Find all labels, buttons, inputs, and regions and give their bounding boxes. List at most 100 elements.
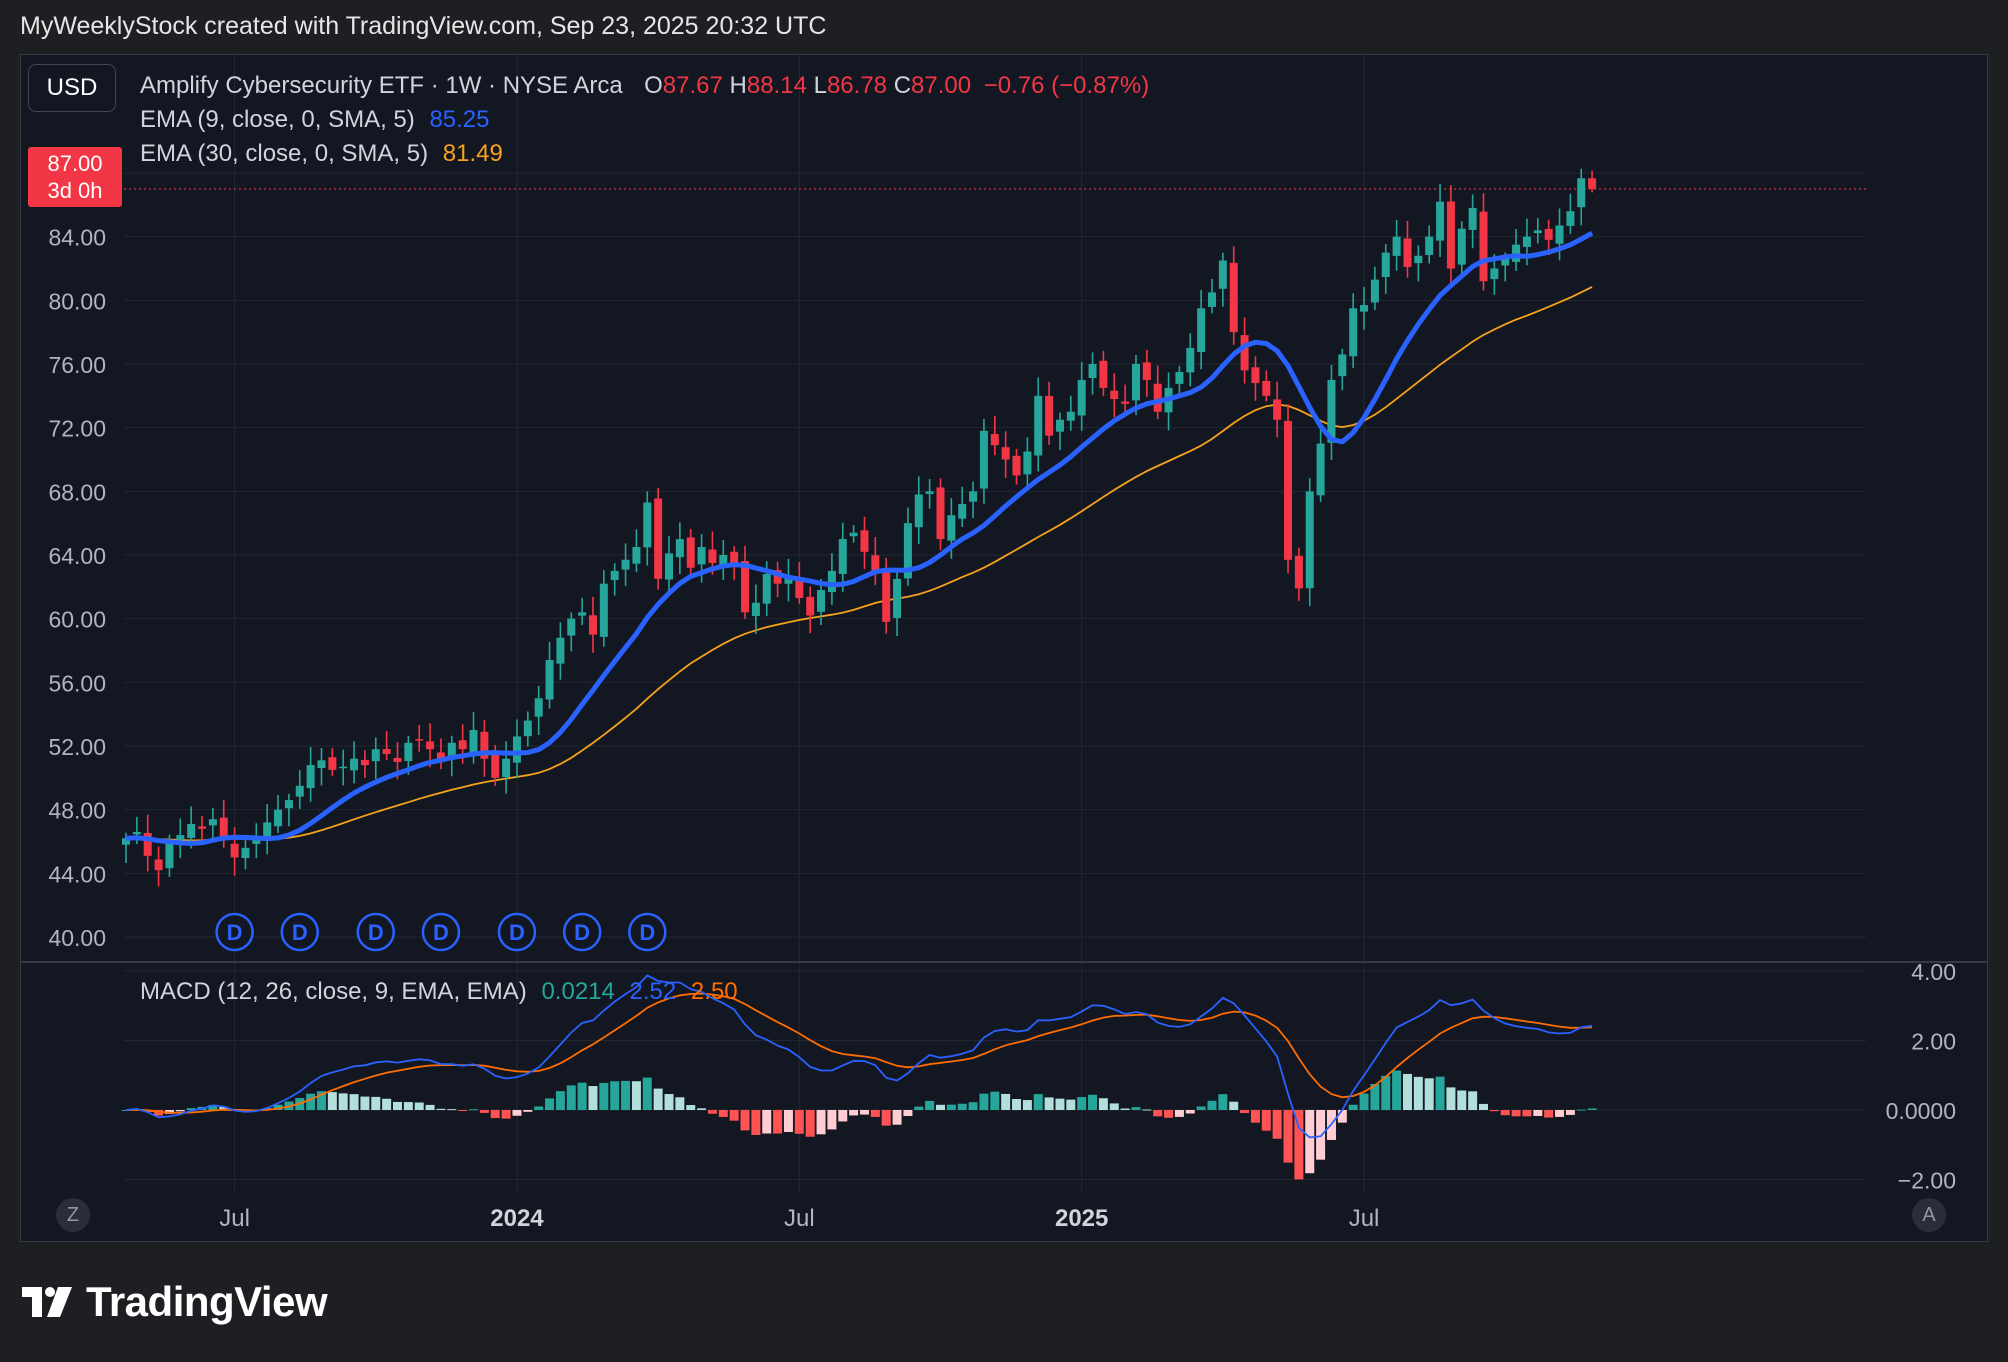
candle-body xyxy=(914,494,923,528)
macd-histogram-bar xyxy=(968,1102,978,1110)
candle-body xyxy=(426,741,435,750)
candle xyxy=(1370,266,1379,311)
macd-histogram-bar xyxy=(523,1110,533,1112)
candle-body xyxy=(1316,443,1325,496)
macd-histogram-bar xyxy=(892,1110,902,1125)
candle-body xyxy=(925,491,934,494)
macd-histogram-bar xyxy=(1337,1110,1347,1123)
candle xyxy=(1425,225,1434,264)
candle-body xyxy=(817,590,826,612)
candle xyxy=(1077,361,1086,431)
candle xyxy=(588,596,597,653)
macd-histogram-bar xyxy=(534,1106,544,1110)
auto-scale-button[interactable]: A xyxy=(1912,1198,1946,1232)
macd-histogram-bar xyxy=(642,1077,652,1110)
candle xyxy=(1403,220,1412,278)
chart-panel[interactable] xyxy=(20,54,1988,1242)
dividend-marker-label: D xyxy=(368,920,384,945)
macd-histogram-bar xyxy=(512,1110,522,1116)
candle-body xyxy=(415,739,424,741)
candle xyxy=(578,597,587,626)
tradingview-logo-text: TradingView xyxy=(86,1278,328,1325)
candle-body xyxy=(165,843,174,869)
candle-body xyxy=(1457,228,1466,265)
candle xyxy=(1284,404,1293,574)
candle xyxy=(1121,384,1130,415)
macd-histogram-bar xyxy=(740,1110,750,1131)
candle-body xyxy=(838,539,847,575)
candle xyxy=(1088,352,1097,395)
dividend-marker: D xyxy=(628,912,667,952)
candle xyxy=(860,516,869,570)
candle-body xyxy=(1034,395,1043,456)
macd-histogram-bar xyxy=(707,1110,717,1114)
candle-body xyxy=(263,822,272,838)
candle-body xyxy=(382,749,391,754)
candle-body xyxy=(1392,236,1401,256)
legend-close: 87.00 xyxy=(911,72,972,99)
candle-body xyxy=(806,596,815,616)
candle-body xyxy=(1544,228,1553,240)
candle-body xyxy=(241,847,250,859)
candle-body xyxy=(610,570,619,581)
candle xyxy=(1392,219,1401,271)
candle xyxy=(1457,221,1466,275)
currency-button[interactable]: USD xyxy=(28,64,116,112)
macd-histogram-bar xyxy=(925,1100,935,1110)
candle-body xyxy=(1273,399,1282,420)
macd-histogram-bar xyxy=(936,1104,945,1110)
candle-body xyxy=(654,498,663,579)
price-axis-label: 76.00 xyxy=(48,352,106,378)
candle-body xyxy=(122,838,130,845)
candle-body xyxy=(1414,255,1423,264)
candle xyxy=(176,818,185,859)
candle xyxy=(480,720,489,777)
candle xyxy=(1414,245,1423,282)
candle-body xyxy=(1110,390,1119,400)
macd-histogram-bar xyxy=(1555,1110,1565,1117)
macd-histogram-bar xyxy=(1392,1070,1402,1110)
macd-histogram-bar xyxy=(881,1110,891,1126)
dividend-marker-circle xyxy=(280,912,320,952)
dividend-marker: D xyxy=(562,912,602,952)
price-axis-label: 68.00 xyxy=(48,479,106,505)
macd-histogram-bar xyxy=(729,1110,739,1121)
candle xyxy=(936,478,945,551)
candle-body xyxy=(860,530,869,552)
candle-body xyxy=(849,532,858,537)
candle-body xyxy=(491,754,500,778)
zoom-reset-button[interactable]: Z xyxy=(56,1198,90,1232)
macd-histogram-bar xyxy=(1446,1087,1456,1110)
macd-histogram-bar xyxy=(957,1103,967,1110)
macd-histogram-bar xyxy=(1511,1110,1521,1117)
candle-body xyxy=(1479,211,1488,282)
candle xyxy=(827,553,836,605)
macd-histogram-bar xyxy=(1413,1076,1423,1110)
chart-canvas[interactable]: 40.00 44.00 48.00 52.00 56.00 60.00 64.00 68.00… xyxy=(20,54,1988,1242)
macd-histogram-bar xyxy=(545,1098,555,1110)
candle-body xyxy=(556,637,565,664)
candle-body xyxy=(1501,258,1510,266)
macd-histogram-bar xyxy=(621,1080,631,1110)
macd-histogram-bar xyxy=(1088,1094,1098,1110)
macd-histogram-bar xyxy=(577,1082,587,1110)
macd-histogram-bar xyxy=(1142,1109,1152,1111)
candle xyxy=(1175,365,1184,396)
candle-body xyxy=(697,547,706,565)
last-price: 87.00 xyxy=(47,151,103,176)
candle xyxy=(1131,355,1140,416)
candle xyxy=(339,749,348,786)
candle-body xyxy=(1131,364,1140,401)
macd-histogram-bar xyxy=(393,1101,402,1110)
candle-body xyxy=(274,809,283,827)
candle-body xyxy=(176,835,185,840)
candle-body xyxy=(1153,383,1162,412)
candle-body xyxy=(143,832,152,856)
candle xyxy=(1305,478,1314,607)
candle xyxy=(1251,356,1260,401)
candle-body xyxy=(1403,238,1412,267)
candle-body xyxy=(1566,211,1575,226)
macd-histogram-bar xyxy=(436,1108,446,1110)
macd-histogram-bar xyxy=(1055,1098,1065,1110)
candle xyxy=(914,476,923,545)
